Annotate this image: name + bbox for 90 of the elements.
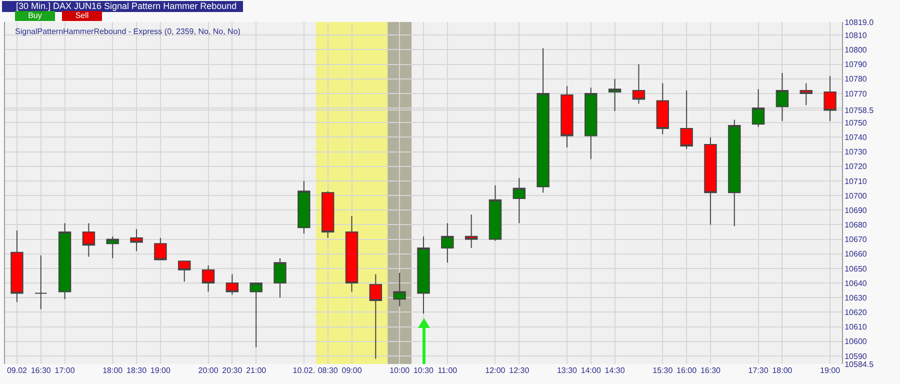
y-tick-label: 10710 (844, 176, 868, 186)
y-tick-label: 10810 (844, 30, 868, 40)
candlestick (154, 237, 167, 260)
candlestick (298, 180, 310, 234)
x-tick-label: 20:30 (222, 366, 243, 375)
x-tick-label: 18:00 (772, 366, 793, 375)
x-tick-label: 15:30 (652, 366, 674, 375)
x-tick-label: 19:00 (150, 366, 171, 375)
candlestick (130, 228, 143, 252)
x-tick-label: 10:00 (390, 366, 410, 375)
x-tick-label: 16:00 (676, 366, 698, 375)
y-tick-label: 10690 (844, 206, 868, 215)
candlestick (178, 260, 191, 282)
candlestick (560, 86, 574, 148)
y-tick-label: 10600 (844, 337, 868, 346)
candlestick (369, 274, 382, 360)
candlestick (776, 72, 789, 122)
y-tick-label: 10740 (844, 133, 868, 142)
y-tick-label: 10630 (844, 293, 868, 302)
x-tick-label: 20:00 (198, 366, 219, 375)
y-tick-label: 10720 (844, 162, 868, 172)
candlestick (512, 178, 526, 224)
candlestick (632, 64, 646, 104)
x-tick-label: 14:30 (604, 366, 626, 375)
x-tick-label: 10:30 (413, 366, 434, 375)
x-tick-label: 11:00 (438, 366, 458, 375)
text: SignalPatternHammerRebound - Express (0, 2359, No, No, No) (15, 27, 240, 36)
y-tick-label: 10680 (844, 220, 868, 230)
x-tick-label: 13:30 (556, 366, 578, 375)
candlestick (488, 184, 502, 242)
candlestick (464, 214, 478, 249)
y-tick-label: 10730 (844, 148, 868, 157)
x-tick-label: 16:30 (30, 366, 52, 375)
candlestick (321, 190, 334, 238)
x-tick-label: 09.02 (6, 366, 28, 375)
y-tick-label: 10660 (844, 250, 868, 259)
y-tick-label: 10800 (844, 46, 868, 55)
candlestick (250, 282, 262, 348)
candlestick (752, 88, 765, 128)
candlestick (536, 48, 550, 194)
candlestick (680, 90, 693, 150)
text: Buy (15, 11, 55, 21)
y-tick-label: 10750 (844, 118, 868, 128)
candlestick (656, 82, 669, 135)
candlestick (82, 222, 96, 258)
y-tick-label: 10590 (844, 352, 868, 361)
candlestick (704, 136, 717, 226)
x-tick-label: 16:30 (700, 366, 722, 375)
y-tick-label: 10584.5 (844, 360, 874, 369)
x-tick-label: 10.02. (292, 366, 316, 375)
x-tick-label: 14:00 (580, 366, 602, 375)
y-tick-label: 10758.5 (844, 106, 874, 116)
candlestick (226, 274, 239, 296)
candlestick (274, 258, 286, 298)
y-tick-label: 10819.0 (844, 18, 874, 27)
x-tick-label: 12:00 (485, 366, 506, 375)
y-tick-label: 10640 (844, 278, 868, 288)
candlestick (417, 236, 430, 314)
x-tick-label: 18:30 (126, 366, 148, 375)
candlestick (202, 265, 215, 292)
x-tick-label: 12:30 (509, 366, 530, 375)
candlestick (800, 82, 812, 106)
candlestick (34, 254, 48, 310)
y-tick-label: 10620 (844, 308, 868, 318)
y-tick-label: 10610 (844, 322, 868, 332)
y-tick-label: 10770 (844, 89, 868, 98)
chart-title: [30 Min.] DAX JUN16 Signal Pattern Hammer Rebound (2, 1, 243, 12)
candlestick (824, 75, 836, 122)
candlestick (10, 230, 24, 303)
x-tick-label: 17:30 (748, 366, 769, 375)
x-tick-label: 09:00 (342, 366, 362, 375)
candlestick (441, 222, 454, 264)
x-tick-label: 17:00 (54, 366, 76, 375)
y-tick-label: 10780 (844, 74, 868, 84)
x-tick-label: 18:00 (102, 366, 124, 375)
x-tick-label: 21:00 (246, 366, 267, 375)
candlestick (584, 87, 598, 160)
y-tick-label: 10670 (844, 235, 868, 244)
y-tick-label: 10790 (844, 60, 868, 70)
candlestick (728, 119, 741, 227)
y-tick-label: 10700 (844, 191, 868, 200)
candlestick (393, 272, 406, 307)
candlestick (58, 222, 72, 300)
x-tick-label: 19:00 (820, 366, 841, 375)
x-tick-label: 08:30 (318, 366, 338, 375)
candlestick (345, 215, 358, 292)
candlestick (106, 236, 119, 259)
text: Sell (62, 11, 102, 21)
y-tick-label: 10650 (844, 264, 868, 274)
candlestick (608, 78, 622, 112)
